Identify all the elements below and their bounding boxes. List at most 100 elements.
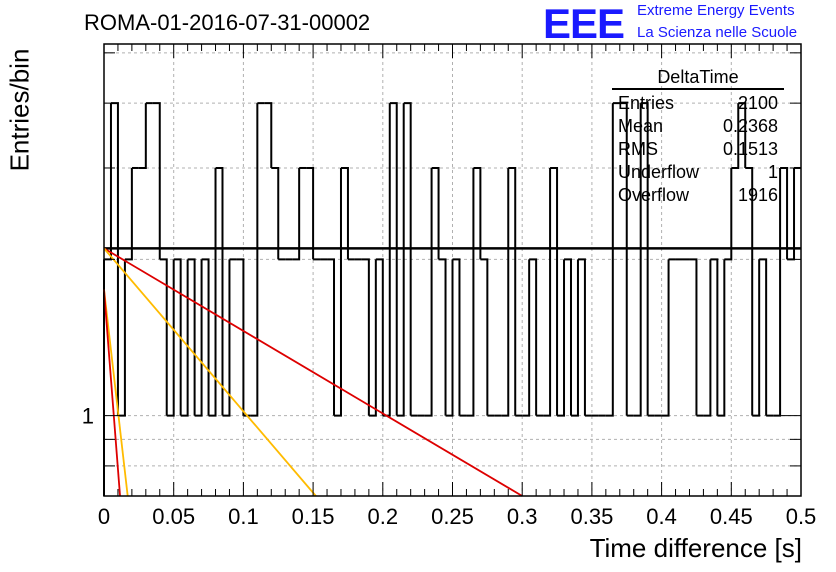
histogram-bin (522, 259, 531, 417)
stats-label: Entries (618, 93, 675, 113)
stats-value: 0.1513 (722, 139, 778, 159)
histogram-bin (208, 167, 217, 417)
stats-label: Underflow (618, 162, 700, 182)
histogram-bin (787, 167, 796, 261)
histogram-bin (557, 259, 566, 417)
x-tick-label: 0.3 (507, 504, 538, 529)
logo-line-1: Extreme Energy Events (637, 2, 795, 19)
fit-line (103, 289, 129, 497)
histogram-bin (501, 167, 510, 417)
stats-value: 1 (767, 162, 778, 182)
x-tick-label: 0.25 (431, 504, 474, 529)
x-tick-label: 0.45 (710, 504, 753, 529)
stats-row: Underflow 1 (612, 161, 784, 184)
histogram-bin (424, 167, 433, 417)
histogram-bin (166, 259, 175, 417)
histogram-bin (389, 102, 398, 416)
histogram-bin (640, 102, 649, 416)
histogram-bin (564, 258, 572, 416)
histogram-bin (201, 258, 210, 416)
histogram-bin (724, 167, 733, 261)
stats-box: DeltaTime Entries 2100 Mean 0.2368 RMS 0… (612, 66, 784, 207)
histogram-bin (452, 258, 461, 416)
stats-row: Overflow 1916 (612, 184, 784, 207)
histogram-bin (438, 258, 447, 416)
histogram-bin (159, 258, 168, 416)
histogram-bin (473, 166, 482, 260)
histogram-bin (570, 259, 579, 417)
histogram-bin (215, 166, 224, 416)
histogram-bin (752, 259, 761, 417)
logo-line-2: La Scienza nelle Scuole (637, 24, 798, 41)
histogram-bin (431, 166, 440, 260)
histogram-bin (543, 167, 552, 417)
stats-row: Entries 2100 (612, 92, 784, 115)
histogram-bin (361, 258, 370, 416)
histogram-bin (117, 259, 126, 417)
histogram-bin (703, 259, 712, 417)
x-tick-label: 0.35 (570, 504, 613, 529)
x-tick-label: 0.05 (152, 504, 195, 529)
histogram-bin (222, 259, 231, 417)
histogram-bin (194, 259, 203, 417)
histogram-bin (250, 103, 259, 417)
fit-lines (103, 247, 801, 497)
histogram-bin (717, 259, 726, 417)
x-axis-label: Time difference [s] (589, 533, 802, 563)
histogram-bin (368, 259, 377, 417)
fit-line (103, 289, 121, 497)
histogram-bin (271, 166, 280, 260)
histogram-bin (689, 258, 698, 416)
stats-value: 0.2368 (722, 116, 778, 136)
histogram-bin (396, 103, 405, 417)
histogram-bin (104, 103, 112, 261)
chart-title: ROMA-01-2016-07-31-00002 (84, 10, 371, 35)
x-tick-label: 0.5 (786, 504, 817, 529)
histogram-bin (731, 103, 740, 169)
x-tick-label: 0.2 (368, 504, 399, 529)
histogram-bin (375, 258, 384, 416)
histogram-bin (180, 259, 189, 417)
histogram-bin (445, 259, 454, 417)
fit-line (103, 247, 523, 497)
histogram-bin (508, 166, 517, 416)
histogram-bin (152, 102, 161, 260)
x-tick-label: 0.1 (228, 504, 259, 529)
y-axis-label: Entries/bin (4, 48, 35, 172)
histogram-bin (529, 258, 538, 416)
stats-value: 1916 (737, 185, 778, 205)
stats-title: DeltaTime (612, 66, 784, 90)
histogram-bin (710, 258, 719, 416)
histogram-bin (633, 103, 642, 417)
histogram-bin (264, 102, 273, 168)
stats-value: 2100 (737, 93, 778, 113)
histogram-bin (334, 167, 342, 417)
histogram-bin (138, 103, 147, 169)
histogram-bin (187, 258, 196, 416)
histogram-bin (780, 166, 789, 260)
histogram-bin (759, 258, 768, 416)
eee-logo: EEE (543, 0, 625, 47)
histogram-bin (480, 258, 489, 416)
histogram-bin (124, 167, 133, 261)
histogram-bin (173, 258, 182, 416)
stats-label: RMS (618, 139, 658, 159)
histogram-bin (738, 102, 747, 168)
y-tick-label: 1 (82, 404, 94, 429)
histogram-bin (550, 166, 559, 416)
histogram-bin (403, 102, 412, 416)
histogram-bin (661, 259, 670, 417)
histogram-bin (327, 258, 336, 416)
stats-label: Overflow (618, 185, 690, 205)
stats-row: Mean 0.2368 (612, 115, 784, 138)
histogram-bin (236, 258, 245, 416)
x-tick-label: 0.4 (646, 504, 677, 529)
x-tick-label: 0.15 (292, 504, 335, 529)
histogram-bin (745, 166, 754, 416)
histogram-bin (466, 167, 475, 417)
stats-label: Mean (618, 116, 664, 136)
axis-ticks: 0 0.05 0.1 0.15 0.2 0.25 0.3 0.35 0.4 0.45 0.5 1 (82, 44, 817, 529)
x-tick-label: 0 (98, 504, 110, 529)
histogram-bin (292, 167, 301, 261)
